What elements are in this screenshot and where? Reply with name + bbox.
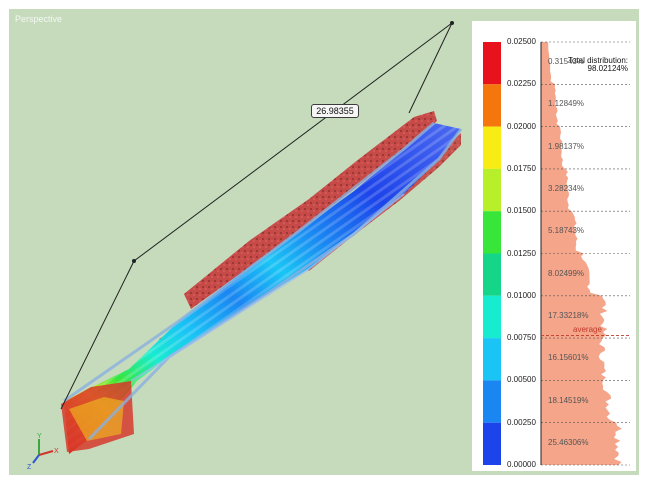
scale-tick-label: 0.00500 — [507, 375, 536, 385]
y-axis-label: Y — [37, 433, 42, 440]
x-axis-line — [38, 450, 54, 456]
scale-tick-label: 0.01500 — [507, 206, 536, 216]
axis-gizmo: Y X Z — [27, 433, 59, 471]
measurement-label[interactable]: 26.98355 — [311, 104, 359, 118]
color-bin-0 — [483, 42, 501, 85]
channel-wall-left — [63, 121, 435, 403]
color-bin-3 — [483, 168, 501, 212]
color-bin-2 — [483, 126, 501, 169]
channel-floor-edge — [130, 193, 405, 382]
total-distribution-value: 98.02124% — [587, 64, 628, 73]
color-bin-6 — [483, 295, 501, 339]
color-bin-8 — [483, 380, 501, 423]
measure-point — [132, 259, 136, 263]
red-noise-upper — [184, 111, 437, 309]
bin-percentage: 17.33218% — [548, 310, 589, 320]
bin-percentage: 1.98137% — [548, 141, 585, 151]
scale-tick-label: 0.00250 — [507, 417, 536, 427]
bin-percentage: 3.28234% — [548, 184, 585, 194]
channel-wall-right — [87, 128, 463, 441]
channel-end-face-inner — [69, 397, 124, 441]
scale-tick-label: 0.01250 — [507, 248, 536, 258]
average-label: average — [573, 324, 602, 334]
bin-percentage: 1.12849% — [548, 99, 585, 109]
x-axis-label: X — [54, 448, 59, 455]
bin-percentage: 0.31543% — [548, 57, 585, 67]
scale-tick-label: 0.02250 — [507, 79, 536, 89]
histogram-svg — [483, 41, 630, 466]
channel-stripes — [64, 123, 461, 454]
color-bin-9 — [483, 422, 501, 465]
measurement-line — [60, 22, 453, 410]
bin-percentage: 8.02499% — [548, 268, 585, 278]
viewport-label: Perspective — [15, 14, 63, 24]
color-bin-1 — [483, 84, 501, 127]
bin-percentage: 16.15601% — [548, 353, 589, 363]
scale-tick-label: 0.00000 — [507, 460, 536, 469]
scale-tick-label: 0.01750 — [507, 163, 536, 173]
scale-tick-label: 0.02000 — [507, 121, 536, 131]
z-axis-line — [32, 454, 40, 464]
bin-percentage: 5.18743% — [548, 226, 585, 236]
color-scale-legend: Total distribution: 98.02124% average 0.… — [472, 21, 636, 471]
scale-tick-label: 0.00750 — [507, 333, 536, 343]
scale-tick-label: 0.01000 — [507, 290, 536, 300]
bin-percentage: 18.14519% — [548, 395, 589, 405]
z-axis-label: Z — [27, 464, 32, 471]
measure-point — [450, 21, 454, 25]
bin-percentage: 25.46306% — [548, 437, 589, 447]
scale-tick-label: 0.02500 — [507, 37, 536, 46]
point-cloud-scene[interactable] — [9, 9, 639, 475]
color-bin-5 — [483, 253, 501, 296]
color-bin-7 — [483, 338, 501, 381]
total-distribution-title: Total distribution: — [567, 56, 628, 65]
color-bin-4 — [483, 211, 501, 254]
